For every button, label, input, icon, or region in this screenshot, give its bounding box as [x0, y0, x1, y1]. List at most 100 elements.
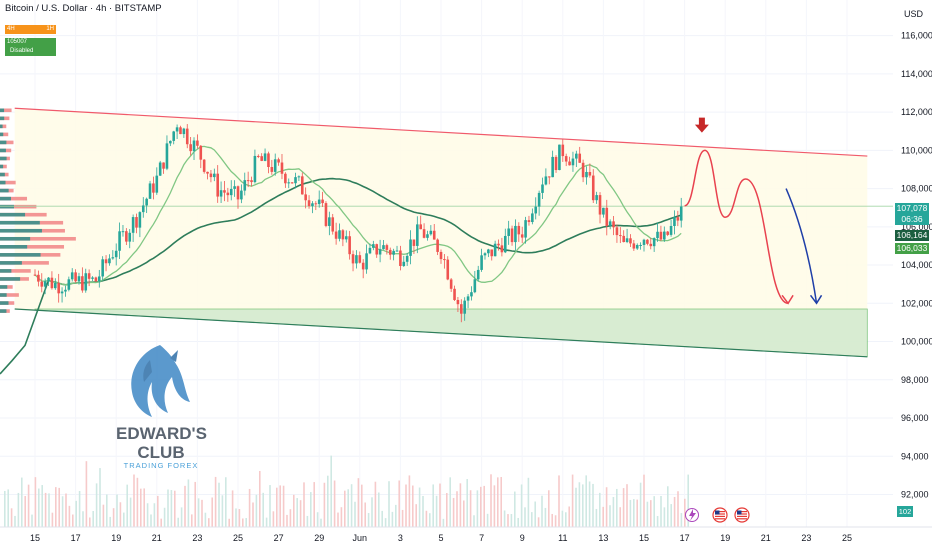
candle-body — [612, 221, 615, 228]
volume-bar — [31, 514, 33, 527]
volume-bar — [670, 504, 672, 527]
volume-bar — [58, 487, 60, 527]
candle-body — [554, 156, 558, 171]
volume-bar — [650, 500, 652, 527]
volume-bar — [92, 511, 94, 527]
volume-bar — [395, 504, 397, 527]
candle-body — [669, 225, 673, 235]
candle-body — [416, 224, 419, 246]
flag-stripe — [715, 515, 725, 517]
date-tick-label: 23 — [192, 533, 202, 543]
candle-body — [50, 277, 54, 289]
candle-body — [663, 231, 666, 240]
volume-bar — [354, 501, 356, 527]
volume-bar — [65, 493, 67, 527]
candle-body — [619, 235, 622, 237]
volume-bar — [507, 514, 509, 527]
candle-body — [378, 249, 382, 255]
volume-profile-bar-buy — [0, 236, 31, 241]
volume-profile-bar-buy — [0, 261, 22, 265]
volume-bar — [296, 498, 298, 527]
candle-body — [487, 249, 490, 254]
volume-bar — [4, 490, 6, 527]
volume-bar — [585, 475, 587, 527]
indicator-badge[interactable]: 105007 Disabled — [5, 38, 56, 56]
candles — [33, 124, 683, 323]
volume-profile-bar-buy — [0, 188, 9, 193]
last-price-tag[interactable]: 107,078 06:36 — [895, 203, 929, 225]
candle-body — [121, 231, 125, 233]
candle-body — [602, 207, 605, 215]
candle-body — [382, 245, 385, 250]
candle-body — [372, 244, 375, 248]
last-price-value: 107,078 — [896, 203, 928, 213]
candle-body — [233, 186, 236, 189]
volume-bar — [514, 491, 516, 527]
candle-body — [226, 192, 230, 196]
volume-bar — [218, 482, 220, 527]
candle-body — [493, 243, 497, 257]
candle-body — [456, 299, 460, 305]
volume-bar — [646, 501, 649, 527]
bearish-projection-red[interactable] — [684, 149, 789, 305]
flag-stripe — [737, 518, 747, 520]
volume-bar — [357, 478, 360, 527]
volume-bar — [486, 513, 489, 527]
candle-body — [632, 243, 636, 249]
volume-profile-bar-buy — [0, 269, 12, 273]
candle-body — [267, 153, 270, 168]
logo-title-line1: EDWARD'S — [116, 424, 207, 443]
candle-body — [547, 176, 551, 178]
candle-body — [517, 225, 521, 235]
support-line[interactable] — [14, 308, 868, 358]
resistance-line[interactable] — [14, 107, 868, 157]
volume-bar — [51, 512, 54, 527]
candle-body — [419, 224, 422, 230]
volume-profile-bar-sell — [0, 124, 7, 129]
price-tick-label: 98,000 — [901, 375, 929, 385]
candle-body — [240, 190, 243, 200]
candle-body — [192, 140, 196, 152]
volume-profile-bar-sell — [0, 180, 16, 185]
candle-body — [290, 182, 294, 184]
volume-bar — [204, 512, 207, 527]
timeframe-badge-right[interactable]: 1H — [32, 25, 56, 34]
flag-stripe — [737, 515, 747, 517]
volume-bar — [129, 497, 132, 527]
candle-body — [104, 259, 108, 264]
candle-body — [571, 158, 575, 166]
volume-bar — [456, 491, 458, 527]
volume-bar — [174, 490, 176, 527]
price-tick-label: 114,000 — [901, 69, 932, 79]
candle-body — [348, 236, 351, 255]
candle-body — [277, 159, 280, 163]
candle-body — [358, 255, 362, 263]
candle-body — [646, 239, 649, 244]
candle-body — [344, 236, 348, 240]
volume-bar — [85, 461, 88, 527]
candle-body — [317, 199, 321, 205]
volume-bar — [466, 479, 468, 527]
price-tick-label: 94,000 — [901, 451, 929, 461]
volume-profile-bar-sell — [0, 269, 31, 273]
candle-body — [40, 281, 44, 287]
time-axis[interactable]: 15 17 19 21 23 25 27 29 Jun 3 5 7 9 11 13 15 17 19 21 23 25 — [0, 526, 932, 550]
candle-body — [311, 203, 314, 207]
volume-bar — [242, 518, 244, 527]
volume-bar — [252, 502, 254, 527]
currency-label[interactable]: USD — [904, 9, 924, 19]
volume-profile-bar-buy — [0, 253, 41, 257]
volume-bar — [510, 514, 513, 527]
bearish-projection-blue[interactable] — [785, 188, 818, 304]
price-axis[interactable]: 92,000 94,000 96,000 98,000 100,000 102,000 10… — [893, 0, 932, 527]
logo-title: EDWARD'S CLUB — [116, 424, 207, 462]
volume-profile-bar-buy — [0, 116, 5, 121]
candle-body — [385, 245, 389, 250]
timeframe-badge-left[interactable]: 4H — [5, 25, 32, 34]
volume-bar — [24, 496, 26, 527]
ma-fast-line — [34, 145, 682, 286]
arrowhead-red-icon — [781, 294, 794, 305]
volume-bar — [323, 482, 326, 527]
sell-arrow-icon[interactable] — [694, 117, 709, 133]
